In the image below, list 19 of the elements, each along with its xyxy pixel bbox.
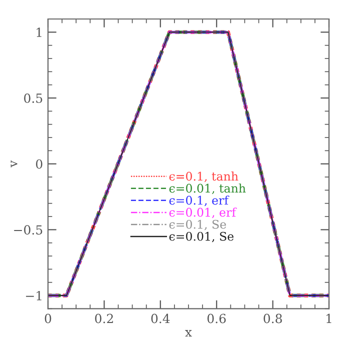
y-tick-label: 1 <box>36 28 42 37</box>
legend-label: ϵ=0.1, erf <box>169 196 230 206</box>
y-tick-label: −1 <box>26 291 42 300</box>
legend-label: ϵ=0.1, tanh <box>169 172 238 182</box>
x-axis-title: x <box>185 330 192 337</box>
y-axis-title: v <box>10 160 18 168</box>
legend-label: ϵ=0.01, tanh <box>169 184 246 194</box>
x-tick-label: 0.8 <box>264 314 282 324</box>
legend-label: ϵ=0.01, Se <box>169 232 234 242</box>
x-tick-label: 0 <box>44 314 52 324</box>
x-tick-label: 0.4 <box>151 314 170 324</box>
y-tick-label: 0.5 <box>24 93 42 103</box>
x-tick-label: 0.2 <box>95 314 113 324</box>
legend-label: ϵ=0.1, Se <box>169 220 226 230</box>
y-tick-label: 0 <box>36 159 42 169</box>
x-tick-label: 0.6 <box>207 314 226 324</box>
legend-label: ϵ=0.01, erf <box>169 208 237 218</box>
x-tick-label: 1 <box>326 314 332 324</box>
y-tick-label: −0.5 <box>14 225 42 235</box>
